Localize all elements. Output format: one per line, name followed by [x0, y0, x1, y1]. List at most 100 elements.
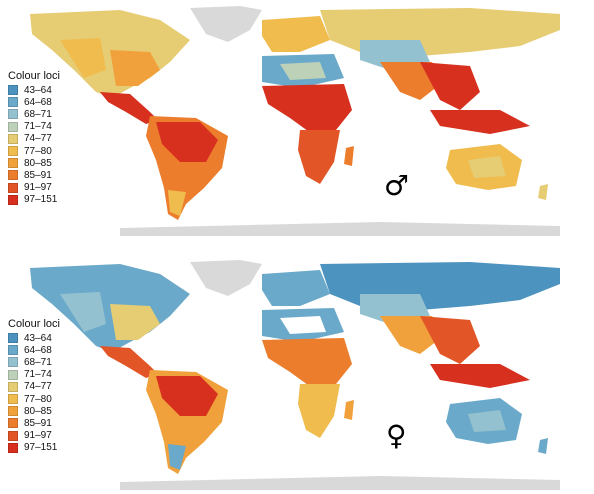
legend-label: 97–151 — [24, 442, 58, 454]
legend-male: Colour loci 43–64 64–68 68–71 71–74 74–7… — [8, 70, 60, 206]
region-madagascar — [344, 400, 354, 420]
antarctica-ice — [120, 476, 560, 490]
region-southern-africa — [298, 130, 340, 184]
legend-entry: 80–85 — [8, 157, 60, 169]
legend-swatch — [8, 430, 18, 441]
legend-label: 64–68 — [24, 96, 52, 108]
legend-swatch — [8, 182, 18, 193]
legend-swatch — [8, 406, 18, 417]
legend-label: 85–91 — [24, 417, 52, 429]
region-central-america — [100, 92, 158, 124]
region-north-america-west — [60, 38, 106, 78]
world-map-male — [30, 6, 560, 236]
region-southern-africa — [298, 384, 340, 438]
legend-label: 80–85 — [24, 405, 52, 417]
legend-swatch — [8, 333, 18, 344]
region-south-america-south — [168, 444, 186, 470]
legend-swatch — [8, 381, 18, 392]
legend-label: 77–80 — [24, 145, 52, 157]
legend-swatch — [8, 170, 18, 181]
legend-entry: 85–91 — [8, 417, 60, 429]
legend-entry: 71–74 — [8, 121, 60, 133]
legend-swatch — [8, 133, 18, 144]
legend-entry: 91–97 — [8, 182, 60, 194]
legend-swatch — [8, 85, 18, 96]
legend-label: 85–91 — [24, 169, 52, 181]
legend-entry: 97–151 — [8, 442, 60, 454]
legend-swatch — [8, 418, 18, 429]
female-symbol: ♀ — [386, 419, 407, 452]
legend-label: 97–151 — [24, 194, 58, 206]
legend-swatch — [8, 121, 18, 132]
region-central-africa — [262, 84, 352, 134]
legend-swatch — [8, 357, 18, 368]
antarctica-ice — [120, 222, 560, 236]
male-symbol: ♂ — [384, 169, 410, 202]
legend-entry: 77–80 — [8, 145, 60, 157]
legend-entry: 80–85 — [8, 405, 60, 417]
greenland-ice — [190, 6, 262, 42]
region-asia-north — [320, 8, 560, 56]
legend-label: 80–85 — [24, 157, 52, 169]
legend-entry: 74–77 — [8, 381, 60, 393]
region-amazon — [156, 122, 218, 162]
legend-female: Colour loci 43–64 64–68 68–71 71–74 74–7… — [8, 318, 60, 454]
legend-entry: 77–80 — [8, 393, 60, 405]
legend-entry: 64–68 — [8, 96, 60, 108]
legend-label: 43–64 — [24, 84, 52, 96]
legend-swatch — [8, 146, 18, 157]
region-central-america — [100, 346, 158, 378]
region-new-zealand — [538, 438, 548, 454]
legend-swatch — [8, 194, 18, 205]
map-panel-male: Colour loci 43–64 64–68 68–71 71–74 74–7… — [0, 0, 594, 240]
region-new-zealand — [538, 184, 548, 200]
region-australia-center — [468, 156, 506, 178]
legend-label: 43–64 — [24, 332, 52, 344]
region-europe — [262, 270, 330, 306]
legend-entry: 68–71 — [8, 108, 60, 120]
legend-swatch — [8, 369, 18, 380]
legend-label: 91–97 — [24, 430, 52, 442]
legend-title: Colour loci — [8, 318, 60, 330]
legend-title: Colour loci — [8, 70, 60, 82]
region-central-africa — [262, 338, 352, 388]
legend-entry: 68–71 — [8, 356, 60, 368]
legend-swatch — [8, 158, 18, 169]
region-indonesia — [430, 364, 530, 388]
region-madagascar — [344, 146, 354, 166]
region-europe — [262, 16, 330, 52]
region-north-america-east — [110, 304, 160, 340]
legend-entry: 43–64 — [8, 332, 60, 344]
region-southeast-asia — [420, 62, 480, 110]
region-sahara — [280, 316, 326, 334]
region-south-america-south — [168, 190, 186, 216]
region-australia-center — [468, 410, 506, 432]
map-panel-female: Colour loci 43–64 64–68 68–71 71–74 74–7… — [0, 254, 594, 494]
legend-entry: 74–77 — [8, 133, 60, 145]
greenland-ice — [190, 260, 262, 296]
region-southeast-asia — [420, 316, 480, 364]
legend-label: 71–74 — [24, 121, 52, 133]
legend-entry: 97–151 — [8, 194, 60, 206]
region-sahara — [280, 62, 326, 80]
region-north-america-west — [60, 292, 106, 332]
legend-swatch — [8, 97, 18, 108]
legend-label: 68–71 — [24, 108, 52, 120]
legend-swatch — [8, 442, 18, 453]
legend-label: 74–77 — [24, 381, 52, 393]
region-asia-north — [320, 262, 560, 310]
region-amazon — [156, 376, 218, 416]
region-indonesia — [430, 110, 530, 134]
world-map-female — [30, 260, 560, 490]
legend-entry: 71–74 — [8, 369, 60, 381]
legend-entry: 43–64 — [8, 84, 60, 96]
region-north-america-east — [110, 50, 160, 86]
legend-swatch — [8, 394, 18, 405]
legend-entry: 64–68 — [8, 344, 60, 356]
legend-label: 68–71 — [24, 356, 52, 368]
legend-label: 77–80 — [24, 393, 52, 405]
legend-entry: 85–91 — [8, 169, 60, 181]
legend-swatch — [8, 345, 18, 356]
legend-label: 74–77 — [24, 133, 52, 145]
legend-swatch — [8, 109, 18, 120]
